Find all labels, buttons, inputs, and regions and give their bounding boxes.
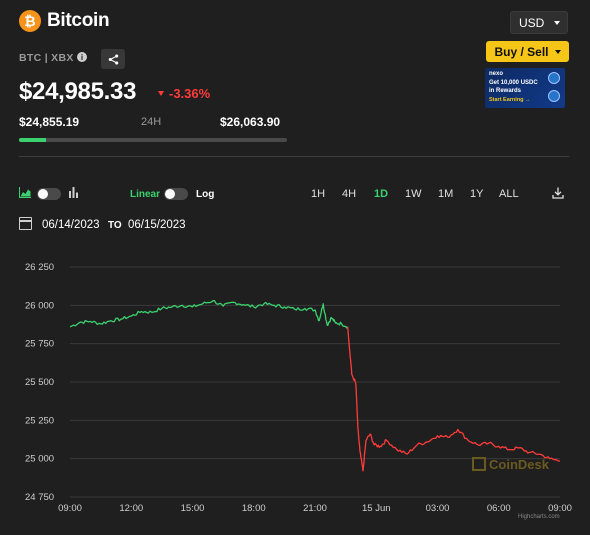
bitcoin-logo-icon: ₿ — [19, 10, 41, 32]
ticker-label: BTC | XBX — [19, 52, 74, 64]
date-until[interactable]: 06/15/2023 — [128, 219, 186, 231]
x-tick-label: 09:00 — [548, 503, 572, 514]
x-tick-label: 06:00 — [487, 503, 511, 514]
info-icon[interactable]: i — [77, 52, 87, 62]
timeframe-4h[interactable]: 4H — [342, 188, 357, 200]
chart-credit: Highcharts.com — [518, 514, 560, 520]
current-price: $24,985.33 — [19, 78, 137, 105]
timeframe-1w[interactable]: 1W — [405, 188, 422, 200]
log-scale-label[interactable]: Log — [196, 189, 215, 200]
currency-select-value: USD — [519, 15, 545, 30]
range-low: $24,855.19 — [19, 115, 80, 129]
candlestick-chart-icon[interactable] — [68, 187, 79, 198]
y-tick-label: 25 500 — [25, 377, 54, 388]
price-chart[interactable]: 24 750 25 000 25 250 25 500 25 750 26 000 26 2… — [0, 250, 590, 530]
ad-cta: Start Earning → — [489, 97, 531, 103]
coindesk-watermark-text: CoinDesk — [489, 457, 550, 472]
chevron-down-icon — [554, 20, 561, 25]
y-axis-labels: 24 750 25 000 25 250 25 500 25 750 26 000 26 2… — [25, 262, 54, 503]
usdc-coin-icon — [548, 72, 560, 84]
x-tick-label: 18:00 — [242, 503, 266, 514]
calendar-icon[interactable] — [19, 217, 32, 230]
chart-type-toggle[interactable] — [37, 188, 61, 200]
usdc-coin-icon — [548, 90, 560, 102]
price-change: -3.36% — [158, 86, 210, 101]
coindesk-logo-icon — [472, 457, 486, 471]
series-line-0 — [69, 300, 349, 329]
coindesk-watermark: CoinDesk — [472, 457, 550, 472]
date-to-label: TO — [108, 220, 122, 231]
linear-scale-label[interactable]: Linear — [130, 189, 161, 200]
timeframe-1m[interactable]: 1M — [438, 188, 454, 200]
timeframe-1h[interactable]: 1H — [311, 188, 326, 200]
down-arrow-icon — [158, 91, 164, 96]
toggle-knob — [38, 189, 48, 199]
range-bar — [19, 138, 287, 142]
x-tick-label: 15 Jun — [362, 503, 391, 514]
x-tick-label: 12:00 — [119, 503, 143, 514]
ad-subline: in Rewards — [489, 88, 522, 94]
toggle-knob — [165, 189, 175, 199]
buy-sell-label: Buy / Sell — [494, 44, 549, 59]
range-high: $26,063.90 — [220, 115, 281, 129]
scale-toggle[interactable] — [164, 188, 188, 200]
share-button[interactable] — [101, 49, 125, 69]
timeframe-all[interactable]: ALL — [499, 188, 519, 200]
nexo-ad-banner[interactable]: nexo Get 10,000 USDC in Rewards Start Ea… — [485, 68, 565, 108]
buy-sell-button[interactable]: Buy / Sell — [486, 41, 569, 62]
chart-grid — [70, 266, 560, 498]
y-tick-label: 26 000 — [25, 300, 54, 311]
y-tick-label: 25 000 — [25, 454, 54, 465]
y-tick-label: 25 250 — [25, 415, 54, 426]
page-title: Bitcoin — [47, 10, 110, 31]
x-tick-label: 09:00 — [58, 503, 82, 514]
y-tick-label: 26 250 — [25, 262, 54, 273]
x-axis-labels: 09:00 12:00 15:00 18:00 21:00 15 Jun 03:00 06:0… — [58, 503, 572, 514]
divider — [19, 156, 569, 157]
x-tick-label: 03:00 — [426, 503, 450, 514]
y-tick-label: 25 750 — [25, 339, 54, 350]
chevron-down-icon — [554, 49, 561, 54]
y-tick-label: 24 750 — [25, 492, 54, 503]
timeframe-1y[interactable]: 1Y — [470, 188, 484, 200]
area-chart-icon[interactable] — [19, 187, 31, 198]
price-change-value: -3.36% — [169, 86, 211, 101]
price-series — [69, 300, 560, 472]
x-tick-label: 21:00 — [303, 503, 327, 514]
ad-headline: Get 10,000 USDC — [489, 80, 538, 86]
share-icon — [108, 53, 118, 65]
date-from[interactable]: 06/14/2023 — [42, 219, 100, 231]
ad-brand: nexo — [489, 71, 504, 77]
series-line-1 — [347, 326, 560, 472]
currency-select[interactable]: USD — [510, 11, 568, 34]
range-bar-fill — [19, 138, 46, 142]
download-icon[interactable] — [552, 187, 564, 199]
range-period: 24H — [141, 116, 162, 128]
x-tick-label: 15:00 — [181, 503, 205, 514]
timeframe-1d[interactable]: 1D — [374, 188, 389, 200]
